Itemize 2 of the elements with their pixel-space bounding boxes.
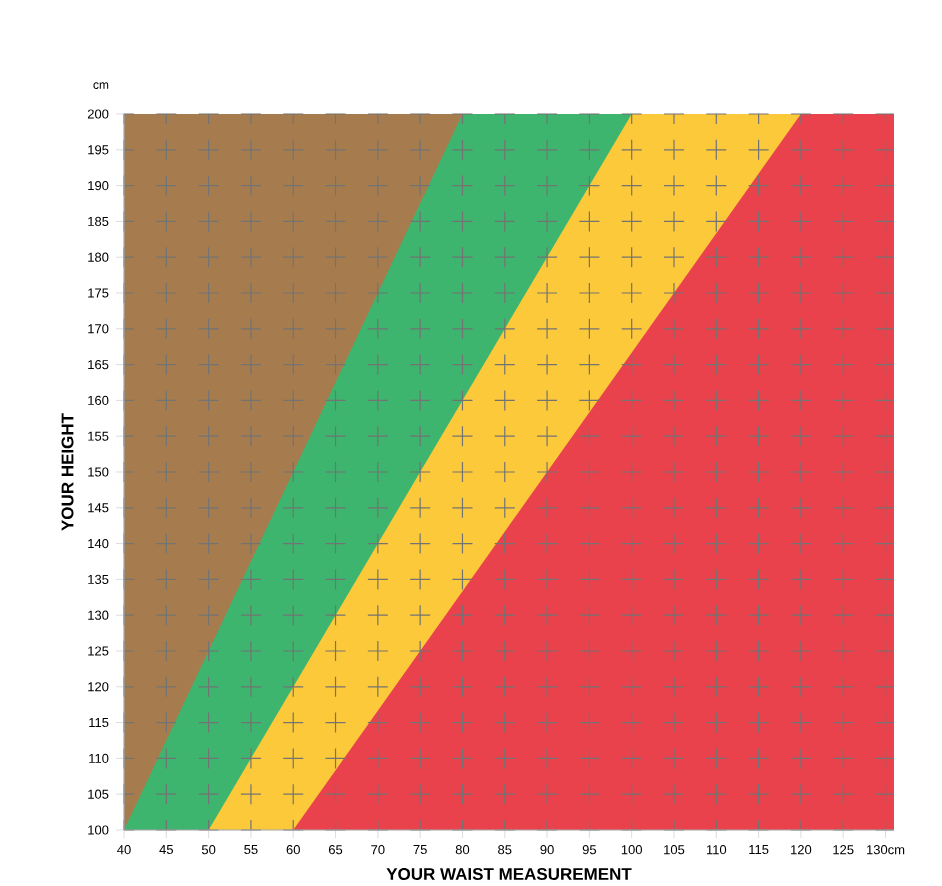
x-axis-title: YOUR WAIST MEASUREMENT — [386, 867, 632, 880]
y-axis-title: YOUR HEIGHT — [61, 412, 74, 531]
